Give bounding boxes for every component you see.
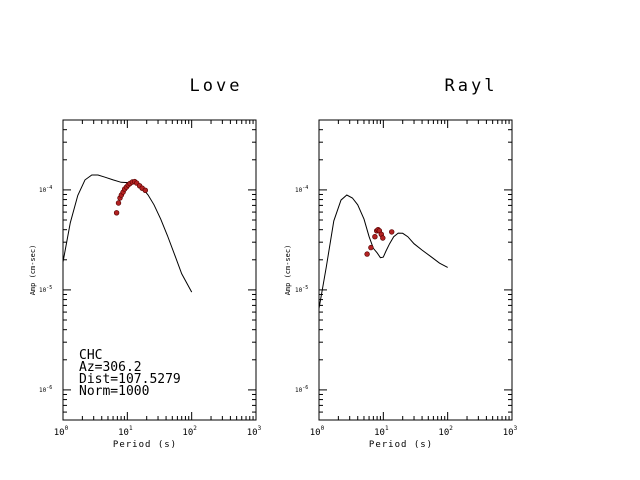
x-tick-label: 100	[54, 425, 69, 438]
observed-amplitude-point	[380, 235, 386, 241]
x-tick-label: 103	[247, 425, 262, 438]
observed-amplitude-point	[389, 229, 395, 235]
x-tick-label: 102	[438, 425, 453, 438]
observed-amplitude-point	[372, 234, 378, 240]
x-tick-label: 101	[118, 425, 133, 438]
station-annotation: CHC Az=306.2 Dist=107.5279 Norm=1000	[79, 348, 181, 399]
y-tick-label: 10-4	[39, 185, 52, 194]
chart-title: Love	[190, 76, 243, 96]
model-amplitude-curve	[318, 194, 448, 309]
plot-frame	[62, 119, 257, 421]
observed-amplitude-point	[368, 244, 374, 251]
observed-amplitude-point	[115, 200, 122, 206]
annotation-line-station: CHC	[79, 348, 102, 363]
observed-amplitude-point	[142, 187, 149, 194]
y-tick-label: 10-6	[39, 385, 52, 394]
observed-amplitude-point	[364, 251, 370, 257]
annotation-line-norm: Norm=1000	[79, 384, 149, 399]
y-tick-label: 10-5	[295, 285, 308, 294]
y-axis-label: Amp (cm-sec)	[284, 245, 292, 296]
observed-amplitude-point	[113, 210, 120, 216]
y-tick-label: 10-5	[39, 285, 52, 294]
x-tick-label: 102	[182, 425, 197, 438]
y-axis-label: Amp (cm-sec)	[29, 245, 37, 296]
plot-frame	[318, 119, 513, 421]
x-tick-label: 100	[310, 425, 325, 438]
chart-title: Rayl	[445, 76, 498, 96]
love-panel: Love 100 101 102 103 10-6 10-5 10-4 Period (s)…	[29, 76, 262, 450]
x-axis-label: Period (s)	[113, 440, 177, 450]
annotation-line-azimuth: Az=306.2	[79, 360, 142, 375]
x-tick-label: 101	[374, 425, 389, 438]
y-tick-label: 10-4	[295, 185, 308, 194]
annotation-line-distance: Dist=107.5279	[79, 372, 181, 387]
rayl-panel: Rayl 100 101 102 103 10-6 10-5 10-4 Period (s)…	[284, 76, 518, 450]
y-tick-label: 10-6	[295, 385, 308, 394]
x-tick-label: 103	[503, 425, 518, 438]
x-axis-label: Period (s)	[369, 440, 433, 450]
model-amplitude-curve	[62, 174, 193, 293]
